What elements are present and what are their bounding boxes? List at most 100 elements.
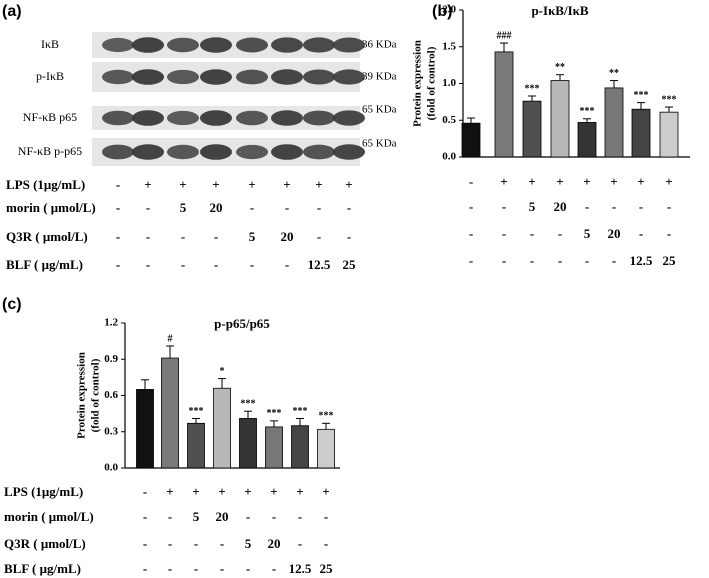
blot-band: [102, 37, 134, 53]
treatment-cell: -: [143, 561, 147, 576]
treatment-cell: -: [116, 177, 120, 192]
bar: [239, 418, 257, 469]
blot-size-label: 39 KDa: [362, 71, 397, 83]
treatment-cell: +: [556, 174, 563, 189]
blot-band: [200, 37, 232, 53]
blot-band: [271, 110, 303, 126]
treatment-cell: +: [144, 177, 151, 192]
treatment-cell: -: [469, 199, 473, 214]
blot-band: [236, 110, 268, 126]
blot-band: [167, 110, 199, 126]
treatment-cell: 20: [216, 509, 229, 524]
bar: [187, 422, 205, 469]
y-tick-label: 1.5: [442, 40, 456, 52]
treatment-cell: -: [298, 509, 302, 524]
treatment-cell: -: [143, 536, 147, 551]
treatment-cell: 5: [584, 226, 591, 241]
bar: [522, 100, 542, 158]
treatment-cell: +: [212, 177, 219, 192]
treatment-cell: 5: [245, 536, 252, 551]
blot-row-label: NF-κB p65: [23, 110, 77, 124]
treatment-cell: 5: [180, 200, 187, 215]
treatment-cell: -: [272, 561, 276, 576]
bar: [161, 357, 179, 469]
blot-band: [303, 144, 335, 160]
treatment-cell: +: [179, 177, 186, 192]
significance-label: ***: [267, 408, 282, 419]
blot-band: [200, 110, 232, 126]
treatment-cell: -: [181, 257, 185, 272]
treatment-cell: -: [143, 484, 147, 499]
blot-row-label: IκB: [41, 37, 59, 51]
treatment-label: LPS (1μg/mL): [4, 484, 83, 499]
blot-band: [102, 110, 134, 126]
bar: [136, 389, 154, 469]
treatment-cell: 5: [249, 229, 256, 244]
treatment-cell: -: [585, 199, 589, 214]
treatment-cell: -: [585, 253, 589, 268]
treatment-cell: -: [347, 200, 351, 215]
treatment-cell: -: [285, 257, 289, 272]
significance-label: ***: [293, 406, 308, 417]
treatment-cell: 12.5: [308, 257, 331, 272]
treatment-cell: -: [502, 226, 506, 241]
treatment-cell: -: [317, 229, 321, 244]
treatment-cell: +: [248, 177, 255, 192]
bar: [659, 111, 679, 158]
y-tick-label: 1.2: [104, 317, 118, 329]
significance-label: ###: [497, 30, 512, 41]
treatment-cell: -: [250, 257, 254, 272]
treatment-cell: +: [283, 177, 290, 192]
treatment-cell: -: [220, 561, 224, 576]
significance-label: ***: [634, 90, 649, 101]
panel-label: (a): [2, 3, 22, 20]
blot-band: [200, 69, 232, 85]
treatment-cell: -: [143, 509, 147, 524]
treatment-cell: +: [296, 484, 303, 499]
treatment-cell: -: [272, 509, 276, 524]
treatment-label: morin ( μmol/L): [6, 200, 96, 215]
treatment-cell: -: [116, 200, 120, 215]
treatment-cell: -: [612, 253, 616, 268]
blot-size-label: 65 KDa: [362, 104, 397, 116]
blot-band: [271, 144, 303, 160]
treatment-cell: 12.5: [630, 253, 653, 268]
treatment-cell: 20: [210, 200, 223, 215]
blot-band: [333, 37, 365, 53]
treatment-cell: -: [558, 253, 562, 268]
blot-band: [271, 69, 303, 85]
blot-row-label: NF-κB p-p65: [18, 144, 82, 158]
bar: [494, 51, 514, 158]
treatment-cell: -: [194, 561, 198, 576]
treatment-cell: +: [192, 484, 199, 499]
blot-band: [132, 144, 164, 160]
treatment-cell: -: [502, 253, 506, 268]
bar: [577, 122, 597, 158]
bar: [604, 87, 624, 158]
treatment-cell: -: [285, 200, 289, 215]
treatment-cell: -: [246, 509, 250, 524]
treatment-cell: -: [220, 536, 224, 551]
significance-label: #: [168, 333, 173, 344]
blot-band: [167, 69, 199, 85]
treatment-cell: 5: [193, 509, 200, 524]
treatment-cell: -: [612, 199, 616, 214]
blot-band: [236, 37, 268, 53]
y-axis-label: (fold of control): [90, 358, 102, 432]
treatment-cell: -: [168, 536, 172, 551]
chart-title: p-IκB/IκB: [531, 3, 588, 18]
y-tick-label: 0.0: [442, 151, 456, 163]
bar: [291, 425, 309, 469]
significance-label: **: [609, 68, 619, 79]
treatment-cell: +: [665, 174, 672, 189]
panel-label: (c): [2, 296, 22, 313]
blot-row-label: p-IκB: [36, 69, 64, 83]
treatment-cell: +: [315, 177, 322, 192]
blot-band: [333, 110, 365, 126]
treatment-cell: +: [583, 174, 590, 189]
y-tick-label: 0.6: [104, 389, 118, 401]
blot-size-label: 36 KDa: [362, 39, 397, 51]
blot-band: [303, 37, 335, 53]
treatment-cell: -: [667, 226, 671, 241]
treatment-cell: -: [181, 229, 185, 244]
